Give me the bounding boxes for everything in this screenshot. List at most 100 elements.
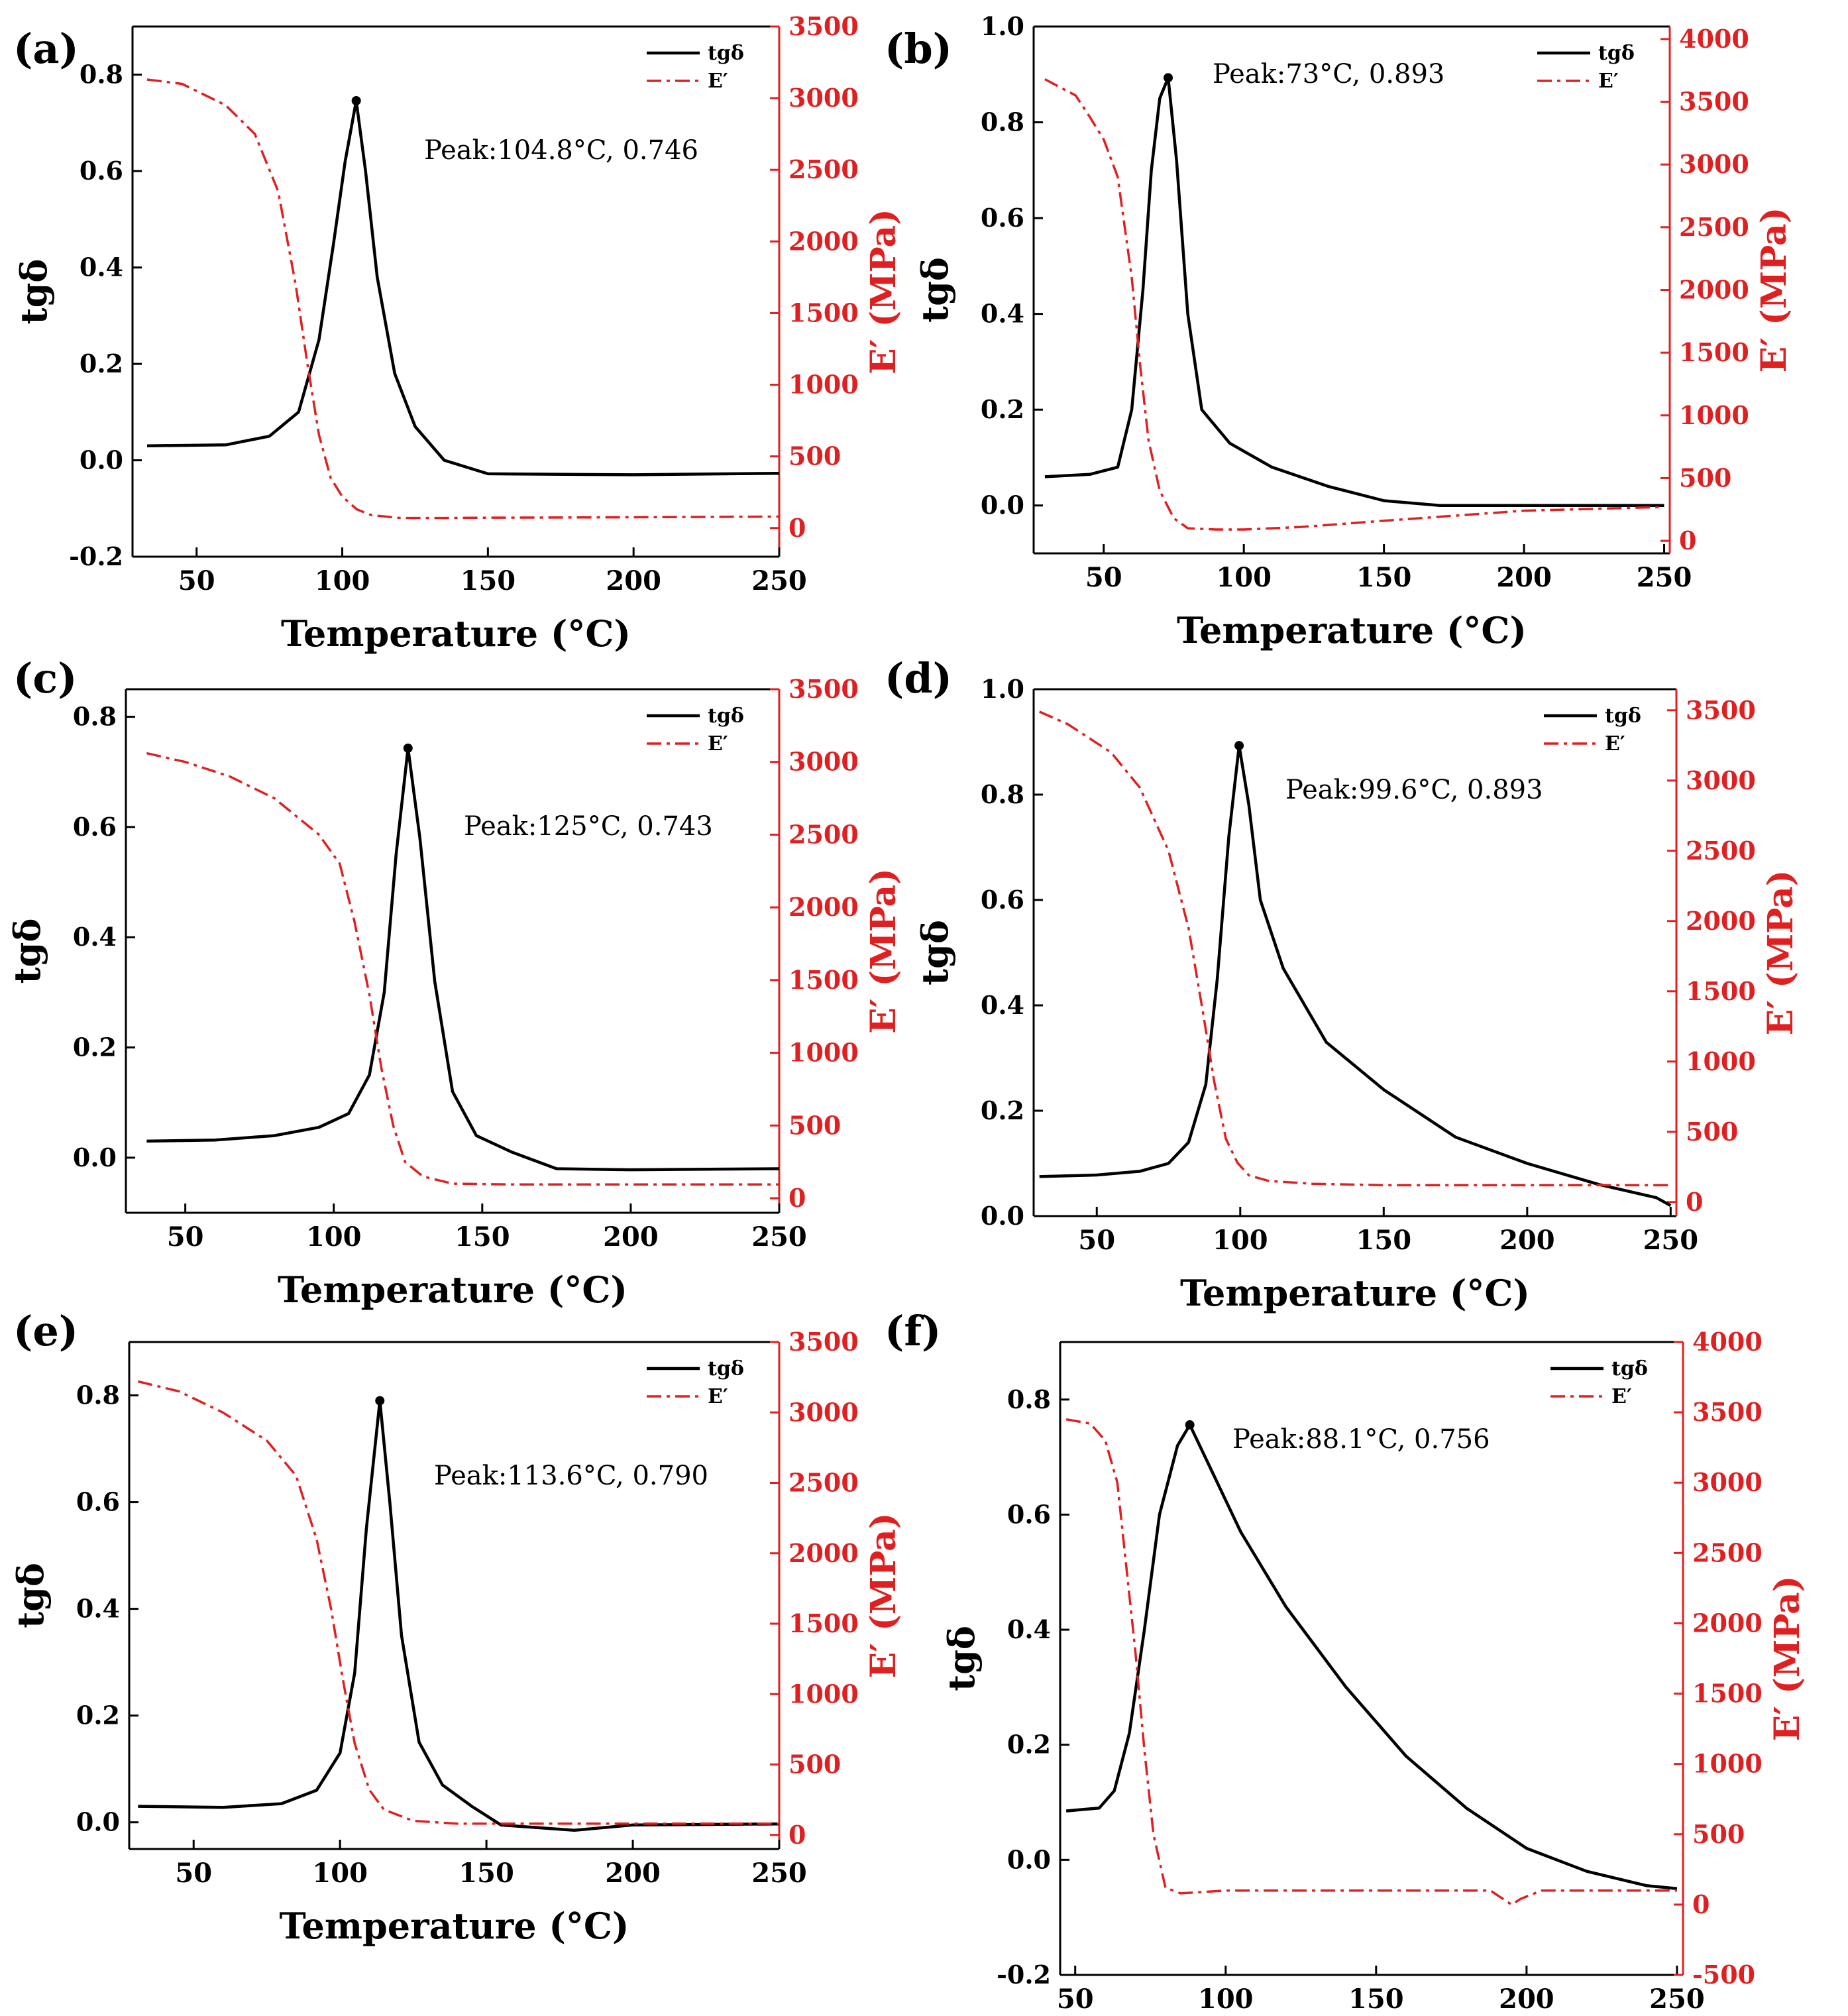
y2-axis-title: E′ (MPa) xyxy=(863,209,904,374)
y-tick-label: 0.6 xyxy=(1007,1499,1051,1529)
y-tick-label: 0.8 xyxy=(981,779,1024,809)
peak-marker xyxy=(403,743,413,753)
y-axis-title: tgδ xyxy=(940,1626,983,1691)
y2-tick-label: 3500 xyxy=(1692,1397,1763,1427)
y2-tick-label: 500 xyxy=(788,1110,841,1140)
chart-panel-6: (f) 50 100 150 200 250 -0.2 0.0 0.2 0.4 0.6 0.8 -500… xyxy=(885,1307,1808,2015)
legend-tan-label: tgδ xyxy=(1598,42,1635,65)
x-tick-label: 50 xyxy=(167,1221,204,1253)
x-tick-label: 200 xyxy=(1499,1225,1555,1256)
y2-tick-label: 1500 xyxy=(1686,976,1756,1006)
y2-tick-label: 1500 xyxy=(788,965,859,995)
panel-label: (b) xyxy=(885,25,952,73)
y-tick-label: 0.8 xyxy=(73,702,117,732)
x-tick-label: 100 xyxy=(1213,1225,1268,1256)
x-tick-label: 200 xyxy=(1499,1984,1554,2015)
y-tick-label: 0.6 xyxy=(981,203,1024,233)
y-tick-label: -0.2 xyxy=(997,1960,1051,1989)
legend-tan-label: tgδ xyxy=(1611,1357,1648,1380)
y-axis-title: tgδ xyxy=(9,1563,52,1628)
y-tick-label: 0.4 xyxy=(981,990,1024,1020)
y2-tick-label: 500 xyxy=(788,1750,841,1779)
x-axis-title: Temperature (°C) xyxy=(281,612,631,655)
legend: tgδ E′ xyxy=(1550,1357,1648,1408)
y-axis-title: tgδ xyxy=(6,919,48,984)
chart-panel-5: (e) 50 100 150 200 250 0.0 0.2 0.4 0.6 0.8 0 500 1000… xyxy=(9,1307,904,1947)
peak-marker xyxy=(1163,73,1173,83)
y2-tick-label: 0 xyxy=(788,1820,806,1850)
peak-annotation: Peak:99.6°C, 0.893 xyxy=(1285,775,1543,805)
y2-tick-label: 3000 xyxy=(788,747,859,777)
y-tick-label: 0.0 xyxy=(73,1143,117,1172)
x-axis-title: Temperature (°C) xyxy=(280,1905,629,1947)
y-tick-label: 0.2 xyxy=(1007,1730,1051,1760)
legend-e-label: E′ xyxy=(708,1385,728,1408)
y-tick-label: 0.2 xyxy=(981,394,1024,424)
legend-e-label: E′ xyxy=(1598,70,1619,93)
tan-delta-series-line xyxy=(146,99,780,476)
y2-tick-label: 1000 xyxy=(1679,400,1749,430)
y-tick-label: 0.4 xyxy=(80,252,123,282)
chart-panel-1: (a) 50 100 150 200 250 -0.2 0.0 0.2 0.4 0.6 0.8 0 500… xyxy=(13,11,904,655)
peak-marker xyxy=(1185,1420,1195,1430)
y2-tick-label: 3000 xyxy=(1686,765,1756,795)
panel-label: (f) xyxy=(885,1307,941,1355)
x-tick-label: 100 xyxy=(315,565,370,596)
x-tick-label: 100 xyxy=(1198,1984,1254,2015)
y2-tick-label: 500 xyxy=(1692,1819,1745,1849)
chart-panel-4: (d) 50 100 150 200 250 0.0 0.2 0.4 0.6 0.8 1.0 0 500 1… xyxy=(885,654,1801,1314)
storage-modulus-series-line xyxy=(1038,710,1671,1187)
x-tick-label: 250 xyxy=(1649,1984,1705,2015)
x-tick-label: 150 xyxy=(461,565,516,596)
x-tick-label: 50 xyxy=(1078,1225,1115,1256)
y-tick-label: 0.4 xyxy=(76,1594,120,1624)
x-tick-label: 250 xyxy=(751,1221,807,1253)
y2-tick-label: 2000 xyxy=(788,892,859,922)
y-tick-label: 0.0 xyxy=(76,1807,120,1837)
legend-e-label: E′ xyxy=(708,70,728,93)
tan-delta-series-line xyxy=(138,1399,780,1832)
y2-tick-label: 0 xyxy=(1692,1889,1710,1919)
peak-annotation: Peak:113.6°C, 0.790 xyxy=(434,1461,708,1491)
peak-annotation: Peak:125°C, 0.743 xyxy=(464,811,713,842)
y2-axis-title: E′ (MPa) xyxy=(863,1513,904,1679)
y2-axis-title: E′ (MPa) xyxy=(1754,207,1794,373)
y-tick-label: 0.2 xyxy=(73,1033,117,1062)
y-axis-title: tgδ xyxy=(13,259,55,325)
tan-delta-series-line xyxy=(1044,76,1664,507)
y2-tick-label: 0 xyxy=(1679,526,1696,555)
x-tick-label: 200 xyxy=(605,1858,661,1889)
y-tick-label: 0.4 xyxy=(981,299,1024,329)
y2-tick-label: 1000 xyxy=(788,370,859,400)
legend-e-label: E′ xyxy=(708,732,728,756)
y-tick-label: -0.2 xyxy=(69,541,123,571)
y2-tick-label: 0 xyxy=(788,1183,806,1213)
peak-marker xyxy=(1234,741,1244,751)
storage-modulus-series-line xyxy=(1065,1418,1677,1906)
storage-modulus-series-line xyxy=(1044,78,1664,531)
storage-modulus-series-line xyxy=(137,1380,779,1825)
peak-marker xyxy=(375,1396,385,1406)
y-tick-label: 0.0 xyxy=(1007,1844,1051,1874)
x-axis-title: Temperature (°C) xyxy=(1180,1272,1530,1314)
y2-tick-label: 1500 xyxy=(788,298,859,327)
legend: tgδ E′ xyxy=(647,1357,744,1408)
x-tick-label: 200 xyxy=(603,1221,659,1253)
y-tick-label: 0.4 xyxy=(1007,1614,1051,1644)
y-tick-label: 0.2 xyxy=(981,1095,1024,1125)
x-axis-title: Temperature (°C) xyxy=(278,1268,627,1311)
x-tick-label: 250 xyxy=(751,565,807,596)
y2-tick-label: 0 xyxy=(1686,1187,1703,1217)
y2-tick-label: 4000 xyxy=(1679,24,1749,54)
legend-tan-label: tgδ xyxy=(708,1357,744,1380)
peak-annotation: Peak:104.8°C, 0.746 xyxy=(424,135,698,166)
x-tick-label: 50 xyxy=(1085,562,1122,593)
x-tick-label: 200 xyxy=(1496,562,1552,593)
y2-tick-label: 2500 xyxy=(788,1468,859,1498)
y-tick-label: 1.0 xyxy=(981,674,1024,704)
y2-tick-label: 3000 xyxy=(788,83,859,113)
y2-tick-label: 2500 xyxy=(1679,212,1749,242)
peak-annotation: Peak:73°C, 0.893 xyxy=(1213,59,1444,89)
x-tick-label: 150 xyxy=(459,1858,514,1889)
legend: tgδ E′ xyxy=(1537,42,1635,93)
